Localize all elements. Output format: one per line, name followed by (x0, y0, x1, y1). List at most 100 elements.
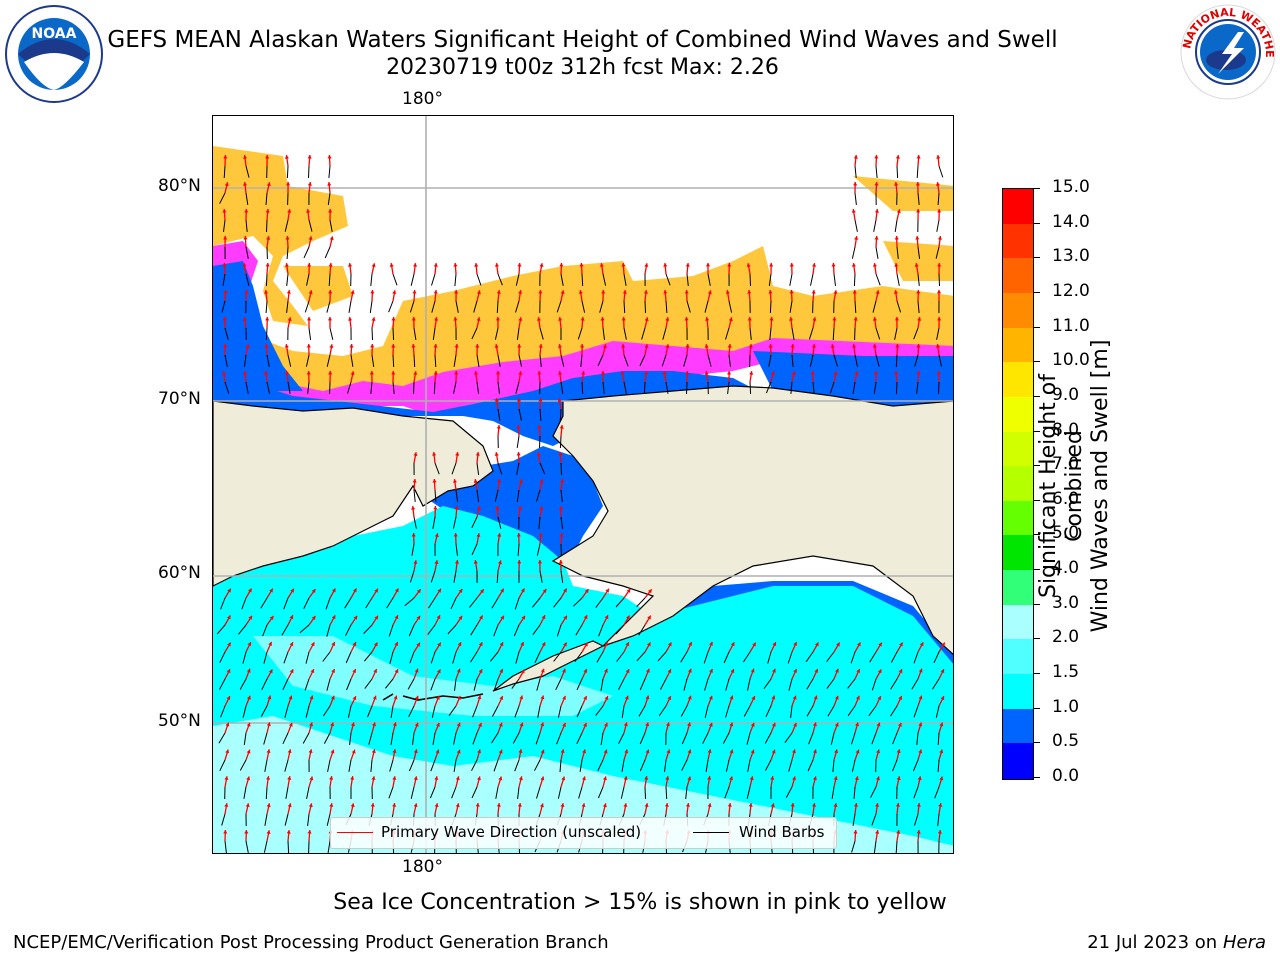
wave-direction-arrowhead (432, 452, 437, 456)
wave-direction-arrowhead (768, 344, 773, 348)
wind-barb (639, 354, 646, 367)
wave-direction-arrowhead (306, 371, 311, 375)
wind-barb (602, 327, 605, 340)
wind-barb (746, 786, 751, 799)
wind-barb (497, 462, 503, 475)
wave-direction-arrowhead (265, 155, 270, 159)
wind-barb (512, 732, 520, 744)
wave-direction-arrowhead (604, 668, 608, 673)
wind-barb (597, 354, 604, 367)
nws-logo: NATIONAL WEATHER SERVICE (1178, 2, 1276, 100)
wind-barb (769, 327, 772, 340)
wave-direction-arrowhead (620, 371, 625, 375)
wave-direction-arrowhead (498, 749, 503, 754)
wave-direction-arrowhead (518, 290, 523, 294)
wave-direction-arrowhead (374, 615, 378, 620)
wind-barb (623, 300, 626, 314)
wind-barb (665, 300, 668, 314)
wind-barb (763, 678, 772, 689)
wave-direction-arrowhead (625, 669, 630, 674)
colorbar-segment (1003, 292, 1033, 329)
wind-barb (452, 516, 457, 529)
wave-direction-arrowhead (413, 560, 418, 564)
wave-direction-arrowhead (413, 803, 418, 807)
wave-direction-arrowhead (832, 317, 837, 321)
wave-direction-arrowhead (584, 589, 589, 594)
wind-barb (618, 732, 625, 744)
wave-direction-arrowhead (836, 642, 840, 647)
wave-direction-arrowhead (309, 695, 314, 700)
wind-barb (221, 300, 226, 313)
wave-direction-arrowhead (647, 615, 651, 620)
wave-direction-arrowhead (414, 668, 419, 673)
wind-barb (327, 759, 331, 772)
wave-direction-arrowhead (562, 668, 566, 673)
colorbar-tick-mark (1034, 742, 1040, 744)
wave-direction-arrowhead (601, 290, 606, 294)
wave-direction-arrowhead (558, 506, 563, 510)
wave-direction-arrowhead (835, 668, 839, 673)
wind-barb (433, 381, 436, 395)
wave-direction-arrowhead (665, 344, 670, 348)
wave-direction-arrowhead (517, 803, 522, 807)
wave-direction-arrowhead (895, 803, 900, 807)
wind-barb (243, 354, 247, 367)
wave-direction-arrowhead (663, 290, 668, 294)
wave-direction-arrowhead (516, 452, 521, 456)
wave-direction-arrowhead (685, 344, 690, 348)
wave-direction-arrowhead (246, 695, 251, 700)
wind-barb (432, 732, 436, 745)
wind-barb (471, 543, 478, 556)
wind-barb (497, 273, 503, 286)
wind-barb (560, 489, 563, 502)
wind-barb (284, 705, 289, 718)
wind-barb (702, 732, 709, 744)
wind-barb (532, 597, 541, 608)
colorbar-segment (1003, 396, 1033, 433)
wind-barb (266, 219, 268, 233)
wave-direction-arrowhead (287, 317, 292, 322)
colorbar-tick-mark (1034, 638, 1040, 640)
wave-direction-arrowhead (330, 749, 335, 754)
wave-direction-arrowhead (327, 317, 332, 321)
wave-direction-arrowhead (476, 533, 481, 537)
wave-direction-arrowhead (644, 776, 649, 780)
wave-direction-arrowhead (394, 642, 399, 646)
wind-barb (829, 381, 835, 394)
wind-barb (324, 246, 331, 259)
wave-direction-arrowhead (222, 317, 227, 321)
wave-direction-arrowhead (666, 722, 670, 727)
wind-barb (413, 516, 417, 529)
wave-direction-arrowhead (434, 560, 439, 564)
wave-direction-arrowhead (877, 669, 882, 674)
wave-direction-arrowhead (391, 371, 396, 375)
wind-barb (471, 516, 478, 529)
wave-direction-arrowhead (516, 398, 521, 402)
wave-direction-arrowhead (919, 642, 924, 647)
wave-direction-arrowhead (833, 371, 838, 376)
wind-barb (218, 678, 226, 690)
wind-barb (913, 651, 919, 664)
wave-direction-arrowhead (284, 263, 289, 267)
wave-direction-arrowhead (645, 695, 650, 700)
colorbar-tick-mark (1034, 291, 1040, 293)
wave-direction-arrowhead (265, 317, 270, 321)
wind-barb (728, 300, 733, 313)
footer-date-text: 21 Jul 2023 on (1087, 932, 1223, 953)
wave-direction-arrowhead (793, 669, 797, 673)
wind-barb (411, 543, 415, 556)
wave-direction-arrowhead (540, 695, 545, 700)
wind-barb (890, 651, 898, 663)
colorbar-segment (1003, 500, 1033, 537)
wind-barb (453, 759, 457, 772)
wave-direction-arrowhead (328, 209, 333, 213)
noaa-logo: NOAA (5, 5, 103, 103)
wind-barb (245, 273, 250, 286)
wave-direction-arrowhead (916, 371, 921, 375)
wind-barb (305, 705, 310, 718)
wind-barb (347, 705, 352, 718)
wind-barb (453, 354, 457, 367)
wave-direction-arrowhead (537, 560, 542, 564)
wind-barb (854, 192, 857, 205)
wind-barb (894, 219, 898, 232)
